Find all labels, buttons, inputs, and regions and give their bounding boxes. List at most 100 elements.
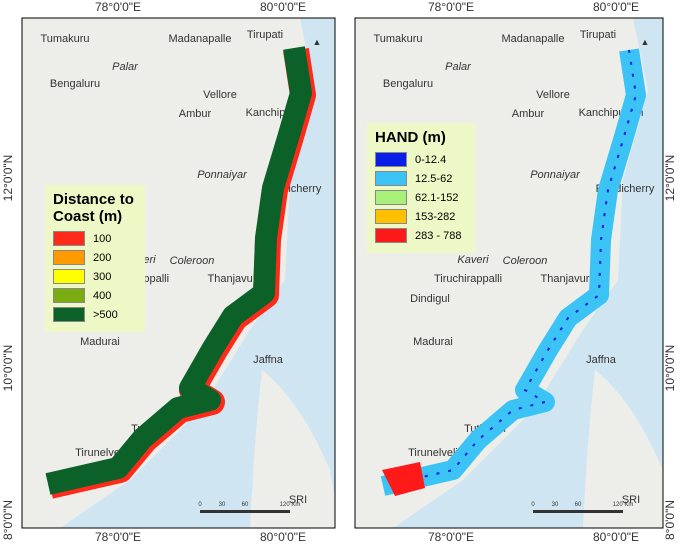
place-label: Jaffna <box>586 354 617 366</box>
coastal-zone <box>45 46 312 495</box>
place-label: Dindigul <box>410 293 450 305</box>
high-hand-zone <box>382 462 425 496</box>
place-label: Madurai <box>80 336 120 348</box>
legend-label: 12.5-62 <box>415 172 453 185</box>
legend-label: 200 <box>93 251 112 264</box>
place-label: Jaffna <box>253 354 284 366</box>
legend-label: 62.1-152 <box>415 191 459 204</box>
legend-swatch <box>375 152 407 167</box>
sri-lanka <box>583 370 663 528</box>
scale-label: 60 <box>575 502 582 508</box>
legend-swatch <box>53 231 85 246</box>
legend-label: 0-12.4 <box>415 153 447 166</box>
sri-lanka <box>250 370 335 528</box>
legend-label: 283 - 788 <box>415 229 462 242</box>
legend-title: Distance to Coast (m) <box>53 191 134 225</box>
scale-bar <box>200 510 290 513</box>
scale-label: 120 Km <box>280 502 301 508</box>
place-label: Thanjavur <box>208 273 257 285</box>
lon-label: 80°0'0"E <box>260 0 306 14</box>
scale-label: 60 <box>242 502 249 508</box>
lon-label: 80°0'0"E <box>593 0 639 14</box>
place-label: Bengaluru <box>383 78 433 90</box>
place-label: SRI <box>622 494 640 506</box>
legend-swatch <box>53 307 85 322</box>
place-label: Madanapalle <box>502 33 565 45</box>
legend: Distance to Coast (m) 100 200 300 400 >500 <box>45 185 145 332</box>
scale-label: 30 <box>219 502 226 508</box>
legend-label: 400 <box>93 289 112 302</box>
legend-item: 283 - 788 <box>375 228 467 243</box>
scale-bar <box>533 510 623 513</box>
place-label: Thanjavur <box>541 273 590 285</box>
legend-swatch <box>375 171 407 186</box>
lat-label: 12°0'0"N <box>663 155 677 202</box>
legend-swatch <box>53 250 85 265</box>
place-label: Tirunelveli <box>75 447 125 459</box>
legend-swatch <box>375 209 407 224</box>
place-label: Kaveri <box>457 254 489 266</box>
lon-label: 78°0'0"E <box>95 530 141 544</box>
scale-label: 120 Km <box>613 502 634 508</box>
place-label: Coleroon <box>170 255 215 267</box>
place-label: Ponnaiyar <box>197 169 248 181</box>
lat-label: 8°0'0"N <box>663 500 677 540</box>
legend-title: HAND (m) <box>375 129 446 146</box>
legend-item: 100 <box>53 231 137 246</box>
legend-item: 62.1-152 <box>375 190 467 205</box>
legend: HAND (m) 0-12.4 12.5-62 62.1-152 153-282 283 … <box>367 123 475 253</box>
place-label: Palar <box>112 61 139 73</box>
place-label: Tirupati <box>247 29 283 41</box>
place-label: Tirupati <box>580 29 616 41</box>
scale-label: 0 <box>198 502 202 508</box>
coastal-zone <box>380 48 646 496</box>
scale-label: 0 <box>531 502 535 508</box>
legend-swatch <box>375 228 407 243</box>
north-arrow: ▲ <box>641 37 650 47</box>
legend-item: 200 <box>53 250 137 265</box>
place-label: Ponnaiyar <box>530 169 581 181</box>
lon-label: 80°0'0"E <box>260 530 306 544</box>
place-label: Bengaluru <box>50 78 100 90</box>
place-label: Palar <box>445 61 472 73</box>
place-label: Vellore <box>536 89 570 101</box>
place-label: Tirunelveli <box>408 447 458 459</box>
place-label: SRI <box>289 494 307 506</box>
place-label: Coleroon <box>503 255 548 267</box>
legend-item: 400 <box>53 288 137 303</box>
lat-label: 10°0'0"N <box>663 345 677 392</box>
lon-label: 78°0'0"E <box>428 0 474 14</box>
lat-label: 10°0'0"N <box>1 345 15 392</box>
lon-label: 78°0'0"E <box>95 0 141 14</box>
place-label: Madurai <box>413 336 453 348</box>
legend-item: 0-12.4 <box>375 152 467 167</box>
legend-swatch <box>375 190 407 205</box>
legend-label: 153-282 <box>415 210 456 223</box>
legend-swatch <box>53 288 85 303</box>
legend-item: 300 <box>53 269 137 284</box>
legend-label: >500 <box>93 308 118 321</box>
map-panel: Tumakuru Madanapalle Tirupati Bengaluru Pala… <box>355 18 663 528</box>
lat-label: 8°0'0"N <box>1 500 15 540</box>
north-arrow: ▲ <box>313 37 322 47</box>
scale-label: 30 <box>552 502 559 508</box>
legend-item: >500 <box>53 307 137 322</box>
legend-label: 300 <box>93 270 112 283</box>
legend-swatch <box>53 269 85 284</box>
panel-frame <box>21 17 336 529</box>
place-label: Madanapalle <box>169 33 232 45</box>
place-label: Ambur <box>179 108 212 120</box>
lat-label: 12°0'0"N <box>1 155 15 202</box>
legend-item: 12.5-62 <box>375 171 467 186</box>
legend-label: 100 <box>93 232 112 245</box>
place-label: Tumakuru <box>40 33 89 45</box>
place-label: Ambur <box>512 108 545 120</box>
place-label: Tumakuru <box>373 33 422 45</box>
panel-frame <box>354 17 664 529</box>
lon-label: 80°0'0"E <box>593 530 639 544</box>
place-label: Vellore <box>203 89 237 101</box>
legend-item: 153-282 <box>375 209 467 224</box>
lon-label: 78°0'0"E <box>428 530 474 544</box>
place-label: Tiruchirappalli <box>434 273 502 285</box>
